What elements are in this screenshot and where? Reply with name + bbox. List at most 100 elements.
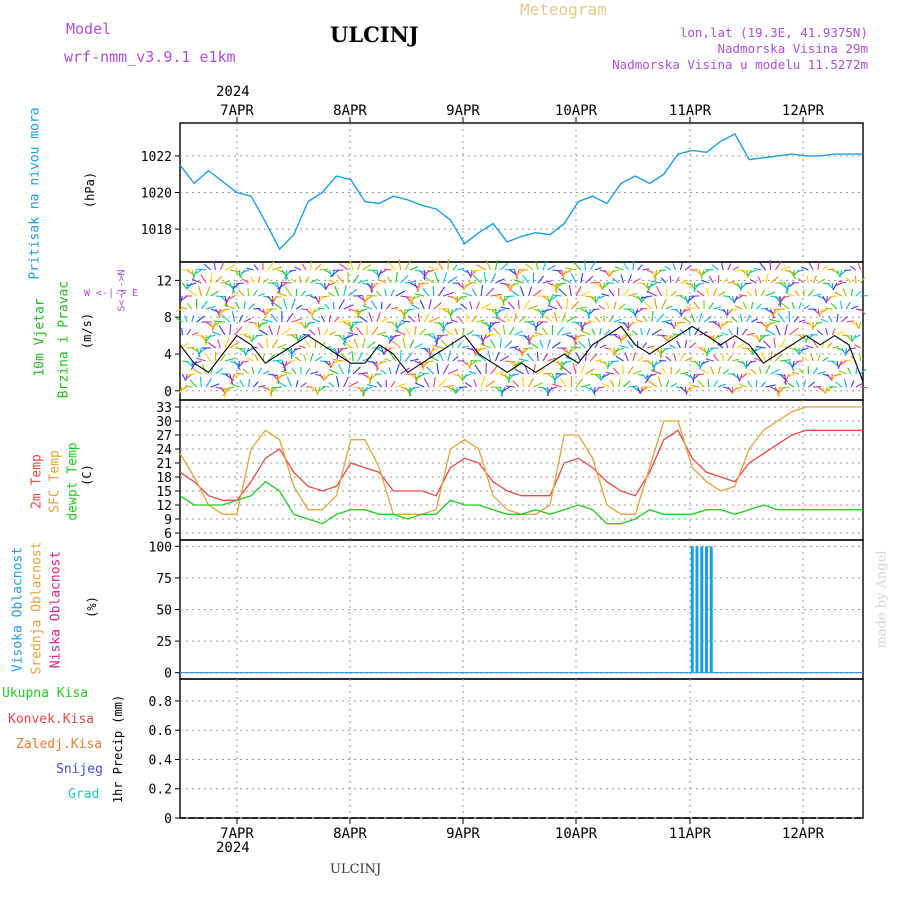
wind-barb: [266, 337, 269, 349]
wind-barb: [689, 360, 698, 363]
wind-barb: [552, 341, 561, 349]
wind-barb: [632, 295, 642, 300]
wind-barb: [361, 386, 368, 396]
wind-barb: [559, 377, 568, 388]
wind-barb: [305, 368, 311, 375]
wind-barb: [599, 344, 607, 349]
wind-barb: [447, 276, 458, 284]
wind-barb: [400, 349, 402, 362]
wind-barb: [799, 347, 805, 355]
wind-barb: [801, 355, 809, 362]
cloud-side-label-3: Niska Oblacnost: [48, 550, 64, 669]
wind-barb: [224, 295, 235, 302]
wind-barb: [707, 378, 710, 388]
wind-barb: [305, 340, 311, 349]
wind-barb: [191, 315, 195, 323]
wind-barb: [379, 269, 387, 274]
wind-barb: [652, 360, 658, 372]
wind-barb: [765, 273, 769, 284]
wind-barb: [836, 314, 839, 323]
wind-barb: [541, 327, 549, 336]
wind-barb: [794, 289, 800, 297]
wind-barb: [727, 263, 732, 271]
wind-barb: [537, 386, 548, 390]
wind-barb: [589, 386, 596, 396]
wind-barb: [366, 294, 377, 297]
cloud-unit: (%): [85, 596, 99, 618]
wind-barb: [641, 386, 648, 392]
wind-barb: [187, 282, 193, 289]
wind-barb: [248, 378, 251, 388]
wind-barb: [374, 282, 382, 286]
wind-barb: [457, 315, 463, 323]
wind-barb: [348, 332, 358, 336]
precip-tick-label: 0.4: [149, 753, 173, 768]
wind-barb: [495, 308, 506, 314]
wind-barb: [390, 380, 396, 388]
wind-barb: [395, 321, 402, 333]
wind-barb: [601, 293, 610, 297]
wind-barb: [701, 360, 710, 365]
wind-barb: [620, 274, 625, 284]
wind-barb: [518, 315, 527, 323]
wind-barb: [612, 277, 620, 284]
wind-barb: [846, 334, 853, 342]
wind-barb: [627, 274, 632, 284]
wind-barb: [544, 315, 553, 323]
wind-barb: [839, 269, 847, 276]
temp-tick-label: 30: [156, 415, 172, 430]
wind-barb: [850, 334, 853, 343]
wind-barb: [608, 314, 614, 323]
wind-barb: [419, 347, 429, 350]
wind-barb: [788, 282, 795, 288]
wind-barb: [234, 360, 241, 371]
wind-barb: [558, 288, 567, 297]
wind-barb: [480, 285, 484, 297]
wind-barb: [613, 318, 622, 323]
wind-barb: [842, 288, 847, 297]
wind-barb: [389, 351, 397, 362]
wind-barb: [483, 272, 487, 284]
wind-barb: [338, 299, 345, 310]
wind-barb: [495, 316, 506, 323]
wind-barb: [844, 379, 847, 388]
wind-barb: [542, 353, 549, 362]
wind-barb: [784, 282, 789, 294]
wind-barb: [348, 381, 359, 388]
wind-barb: [533, 289, 542, 297]
wind-barb: [727, 386, 733, 393]
wind-barb: [660, 298, 667, 310]
wind-barb: [253, 264, 259, 271]
wind-barb: [494, 260, 499, 271]
wind-barb: [229, 282, 236, 294]
wind-barb: [294, 347, 302, 351]
wind-barb: [623, 380, 631, 388]
wind-barb: [328, 360, 332, 368]
wind-barb: [522, 274, 530, 284]
wind-barb: [698, 313, 703, 323]
wind-barb: [661, 367, 667, 375]
wind-barb: [218, 325, 226, 336]
wind-barb: [376, 381, 383, 388]
wind-barb: [599, 282, 603, 290]
wind-barb: [390, 321, 397, 327]
wind-barb: [480, 303, 491, 310]
wind-barb: [687, 295, 695, 302]
wind-barb: [251, 334, 255, 342]
wind-barb: [845, 301, 851, 310]
temp-tick-label: 33: [156, 401, 172, 416]
wind-barb: [231, 383, 240, 388]
wind-barb: [537, 367, 546, 375]
wind-barb: [433, 321, 444, 325]
wind-barb: [253, 321, 259, 328]
wind-barb: [504, 340, 513, 349]
wind-barb: [510, 282, 520, 287]
wind-barb: [553, 373, 563, 381]
wind-barb: [495, 371, 506, 375]
wind-barb: [787, 383, 795, 388]
wind-barb: [446, 330, 454, 336]
wind-barb: [327, 292, 335, 297]
panel-frame: [179, 678, 864, 819]
wind-barb: [295, 380, 299, 388]
wind-barb: [841, 347, 847, 356]
